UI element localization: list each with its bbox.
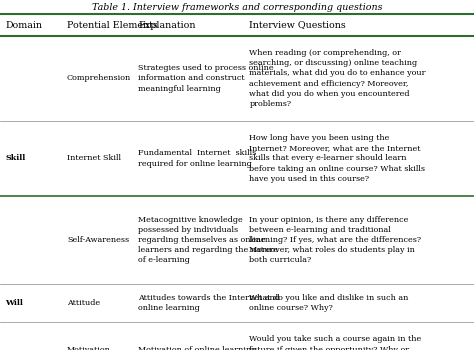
- Text: Self-Awareness: Self-Awareness: [67, 236, 129, 244]
- Text: Motivation of online learning: Motivation of online learning: [138, 345, 256, 350]
- Text: Attitudes towards the Internet and
online learning: Attitudes towards the Internet and onlin…: [138, 294, 280, 312]
- Text: Would you take such a course again in the
future if given the opportunity? Why o: Would you take such a course again in th…: [249, 335, 422, 350]
- Text: Domain: Domain: [5, 21, 42, 29]
- Text: When reading (or comprehending, or
searching, or discussing) online teaching
mat: When reading (or comprehending, or searc…: [249, 49, 426, 108]
- Text: Comprehension: Comprehension: [67, 75, 131, 83]
- Text: Motivation: Motivation: [67, 345, 111, 350]
- Text: Explanation: Explanation: [138, 21, 196, 29]
- Text: Strategies used to process online
information and construct
meaningful learning: Strategies used to process online inform…: [138, 64, 273, 93]
- Text: Attitude: Attitude: [67, 299, 100, 307]
- Text: In your opinion, is there any difference
between e-learning and traditional
lear: In your opinion, is there any difference…: [249, 216, 421, 264]
- Text: Table 1. Interview frameworks and corresponding questions: Table 1. Interview frameworks and corres…: [92, 2, 382, 12]
- Text: Will: Will: [5, 299, 23, 307]
- Text: What do you like and dislike in such an
online course? Why?: What do you like and dislike in such an …: [249, 294, 409, 312]
- Text: Fundamental  Internet  skills
required for online learning: Fundamental Internet skills required for…: [138, 149, 256, 168]
- Text: Interview Questions: Interview Questions: [249, 21, 346, 29]
- Text: Skill: Skill: [5, 154, 26, 162]
- Text: Potential Elements: Potential Elements: [67, 21, 158, 29]
- Text: Internet Skill: Internet Skill: [67, 154, 121, 162]
- Text: Metacognitive knowledge
possessed by individuals
regarding themselves as online
: Metacognitive knowledge possessed by ind…: [138, 216, 278, 264]
- Text: How long have you been using the
Internet? Moreover, what are the Internet
skill: How long have you been using the Interne…: [249, 134, 426, 183]
